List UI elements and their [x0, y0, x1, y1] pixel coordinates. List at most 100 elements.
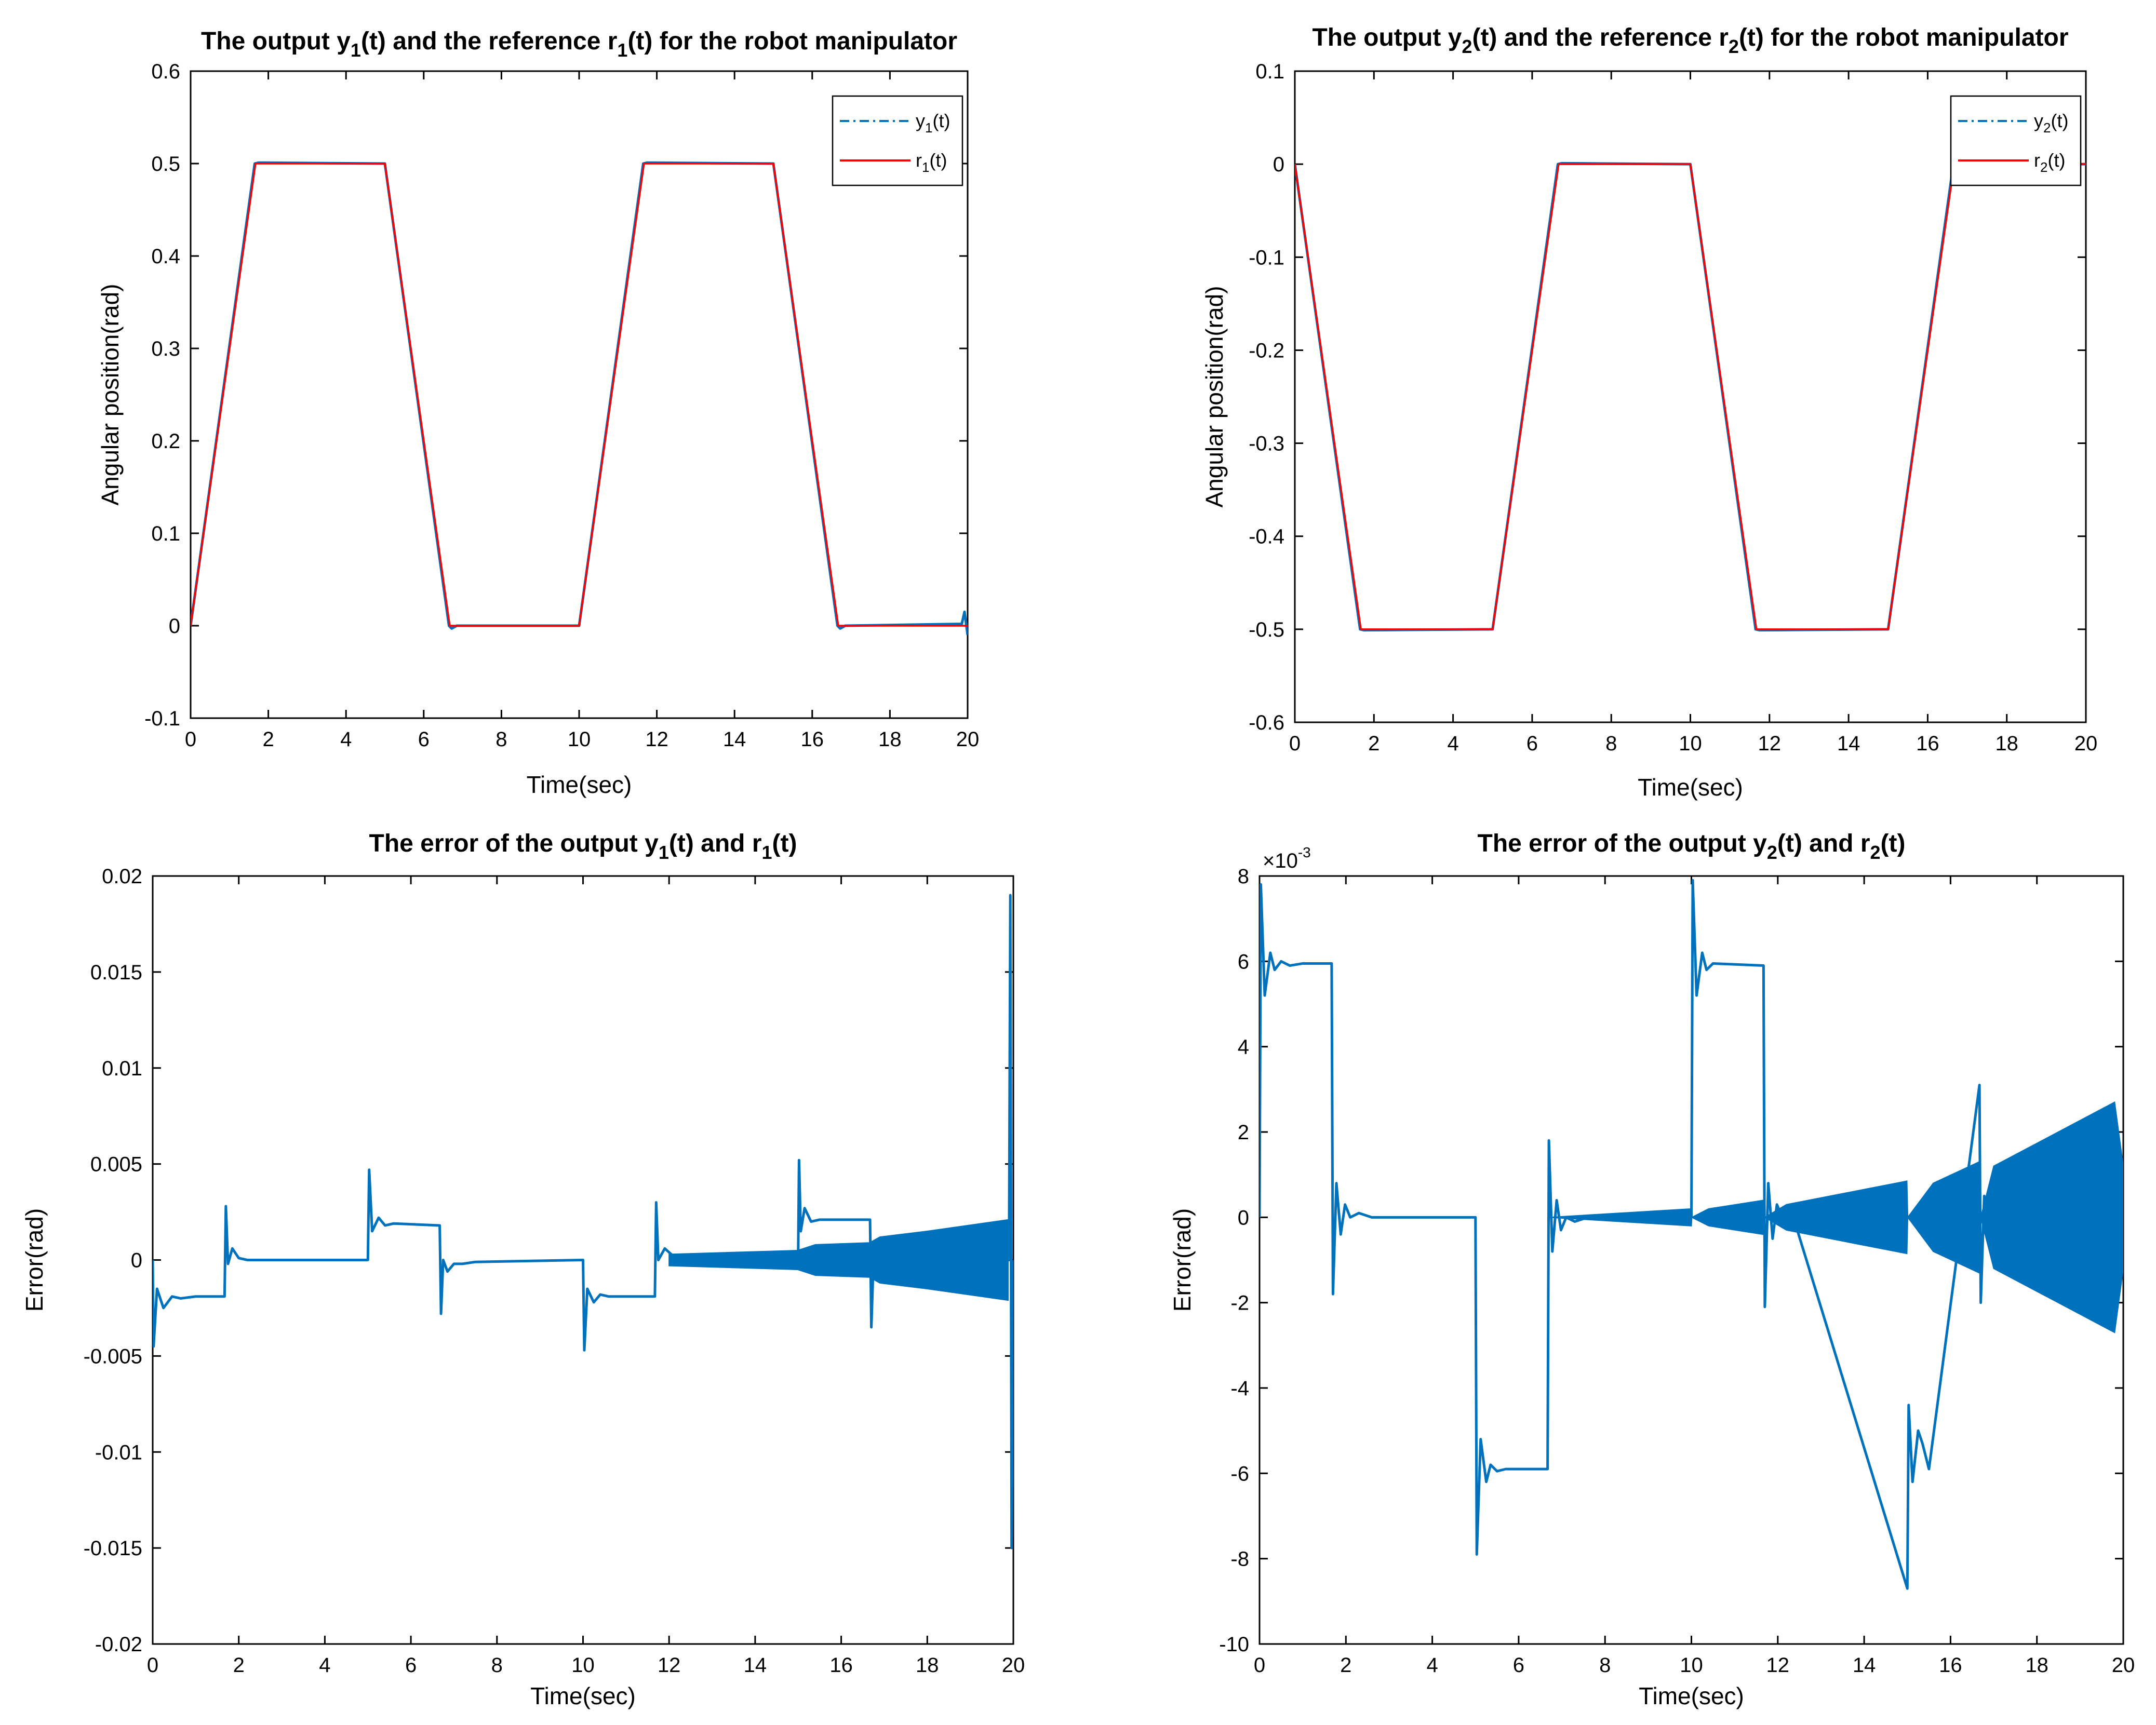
plot-area: [1260, 879, 2123, 1590]
x-tick-label: 20: [2112, 1654, 2135, 1677]
x-tick-label: 20: [2074, 732, 2098, 755]
x-tick-label: 10: [1680, 1654, 1703, 1677]
x-tick-label: 6: [1513, 1654, 1524, 1677]
y-tick-label: 0.015: [90, 961, 142, 984]
x-tick-label: 16: [801, 728, 824, 751]
y-tick-label: 4: [1238, 1036, 1249, 1059]
series-line-y: [1260, 879, 2123, 1590]
y-tick-label: -2: [1230, 1292, 1249, 1315]
x-tick-label: 10: [568, 728, 591, 751]
x-tick-label: 14: [1837, 732, 1860, 755]
y-tick-label: -0.5: [1249, 618, 1284, 641]
y-tick-label: -4: [1230, 1377, 1249, 1400]
x-tick-label: 0: [185, 728, 196, 751]
y-tick-label: 0.4: [151, 245, 180, 268]
y-tick-label: 0.2: [151, 430, 180, 453]
y-tick-label: -0.4: [1249, 525, 1284, 548]
y-tick-label: 0.5: [151, 153, 180, 176]
y-tick-label: -10: [1219, 1633, 1249, 1656]
legend-label-y: y1(t): [916, 110, 950, 136]
y-tick-label: 0.1: [151, 522, 180, 545]
y-axis-label: Error(rad): [21, 1208, 48, 1312]
x-tick-label: 20: [1002, 1654, 1025, 1677]
x-tick-label: 6: [1526, 732, 1538, 755]
y-tick-label: -0.005: [84, 1345, 142, 1368]
legend-label-r: r1(t): [916, 150, 947, 175]
x-tick-label: 12: [1766, 1654, 1790, 1677]
chart-p2: 0 2 4 6 8 10 12 14 16 18 20 -0.6 -0.5 -0.4 -0.3 -0.2 -0.…: [1201, 24, 2097, 801]
y-tick-label: -0.1: [1249, 246, 1284, 269]
x-tick-label: 2: [233, 1654, 245, 1677]
y-tick-label: -0.015: [84, 1537, 142, 1560]
y-tick-label: 0.005: [90, 1153, 142, 1176]
y-tick-label: 0: [1238, 1206, 1249, 1229]
legend: y1(t) r1(t): [832, 95, 963, 186]
x-tick-label: 2: [262, 728, 274, 751]
x-tick-label: 0: [1289, 732, 1301, 755]
x-tick-label: 4: [1447, 732, 1458, 755]
x-tick-label: 14: [723, 728, 746, 751]
x-tick-label: 4: [340, 728, 352, 751]
chart-title: The output y2(t) and the reference r2(t)…: [1312, 24, 2068, 57]
x-tick-label: 12: [1758, 732, 1782, 755]
x-tick-label: 18: [916, 1654, 939, 1677]
x-tick-label: 8: [496, 728, 507, 751]
legend-label-r: r2(t): [2034, 150, 2065, 175]
y-tick-label: 0: [169, 615, 180, 638]
plot-area: [191, 161, 968, 636]
y-tick-label: -0.01: [95, 1441, 142, 1464]
legend-label-y: y2(t): [2034, 110, 2068, 136]
series-line-r: [1295, 163, 2086, 630]
chart-p3: 0 2 4 6 8 10 12 14 16 18 20 -0.02 -0.015 -0.01 -0.005 0…: [21, 830, 1025, 1709]
series-line-y: [191, 161, 968, 636]
y-tick-label: 0: [131, 1249, 142, 1272]
x-tick-label: 20: [956, 728, 980, 751]
y-tick-label: 0.1: [1255, 60, 1284, 83]
y-tick-label: -8: [1230, 1548, 1249, 1571]
x-tick-label: 18: [878, 728, 902, 751]
x-tick-label: 0: [1254, 1654, 1265, 1677]
y-axis-label: Angular position(rad): [97, 284, 124, 505]
legend-box: [1950, 95, 2082, 186]
x-tick-label: 6: [418, 728, 430, 751]
x-tick-label: 18: [1995, 732, 2018, 755]
x-tick-label: 18: [2025, 1654, 2048, 1677]
series-line-y: [153, 894, 1013, 1549]
x-tick-label: 12: [645, 728, 668, 751]
y-tick-label: 0.3: [151, 338, 180, 360]
legend-box: [832, 95, 963, 186]
y-tick-label: -0.2: [1249, 339, 1284, 362]
x-tick-label: 0: [147, 1654, 158, 1677]
plot-area: [153, 894, 1013, 1549]
y-tick-label: 0.6: [151, 60, 180, 83]
y-tick-label: 0: [1273, 153, 1284, 176]
x-axis-label: Time(sec): [1639, 1682, 1744, 1709]
x-tick-label: 8: [491, 1654, 503, 1677]
x-tick-label: 2: [1340, 1654, 1351, 1677]
y-tick-label: 2: [1238, 1121, 1249, 1144]
y-exponent-label: ×10-3: [1263, 844, 1311, 872]
x-tick-label: 12: [658, 1654, 681, 1677]
x-tick-label: 4: [1426, 1654, 1438, 1677]
x-tick-label: 14: [744, 1654, 767, 1677]
y-tick-label: -6: [1230, 1462, 1249, 1485]
series-line-r: [191, 163, 968, 627]
x-tick-label: 2: [1368, 732, 1380, 755]
series-line-y: [1295, 161, 2086, 632]
y-tick-label: -0.3: [1249, 433, 1284, 455]
x-tick-label: 10: [1679, 732, 1702, 755]
y-axis-label: Error(rad): [1169, 1208, 1196, 1312]
y-tick-label: 8: [1238, 865, 1249, 888]
y-tick-label: 6: [1238, 950, 1249, 973]
chart-p4: 0 2 4 6 8 10 12 14 16 18 20 -10 -8 -6 -4 -2 0 2 4 6 8 ×10-3 Ti…: [1169, 830, 2135, 1709]
x-tick-label: 14: [1853, 1654, 1876, 1677]
x-tick-label: 16: [1916, 732, 1939, 755]
x-tick-label: 10: [571, 1654, 595, 1677]
y-tick-label: -0.1: [144, 707, 180, 730]
x-tick-label: 16: [1939, 1654, 1962, 1677]
y-tick-label: 0.02: [102, 865, 142, 888]
series-oscillation-band: [668, 1219, 1009, 1301]
legend: y2(t) r2(t): [1950, 95, 2082, 186]
y-tick-label: -0.6: [1249, 711, 1284, 734]
